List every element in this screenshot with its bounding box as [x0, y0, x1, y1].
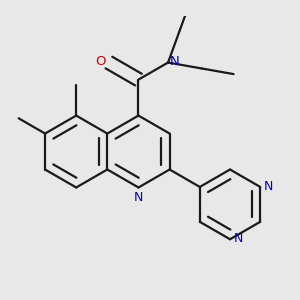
Text: N: N: [170, 55, 180, 68]
Text: O: O: [95, 55, 106, 68]
Text: N: N: [134, 191, 143, 204]
Text: N: N: [234, 232, 243, 245]
Text: N: N: [264, 180, 273, 193]
